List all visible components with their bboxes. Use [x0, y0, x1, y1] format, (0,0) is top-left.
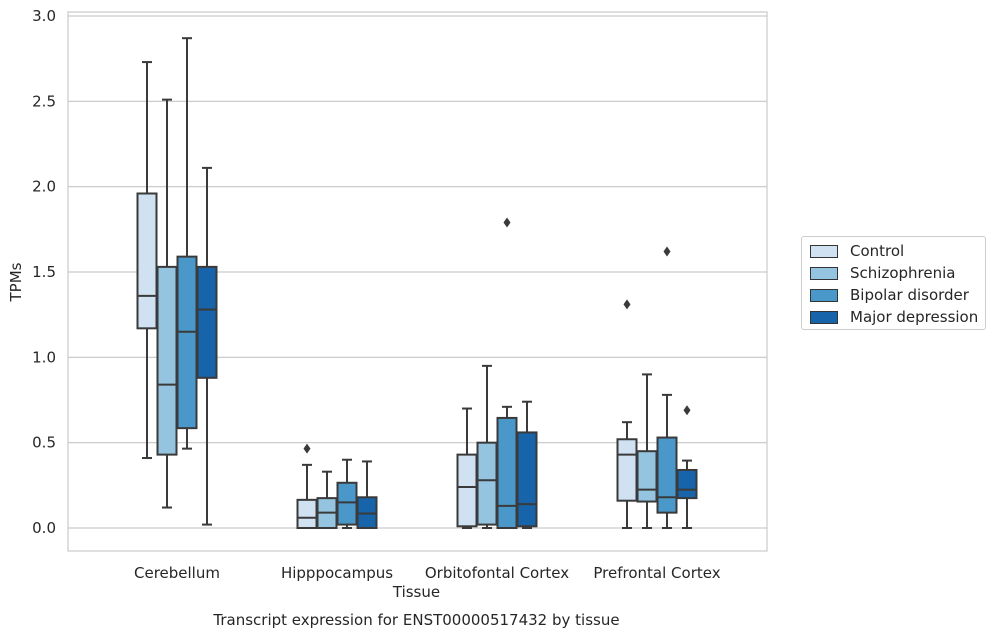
- box-iqr: [656, 436, 678, 514]
- box-major-depression: [516, 400, 538, 529]
- x-tick-label: Hipppocampus: [281, 564, 393, 582]
- legend: Control Schizophrenia Bipolar disorder M…: [801, 236, 986, 330]
- box-iqr: [176, 255, 198, 430]
- box-iqr: [196, 265, 218, 379]
- box-control: [456, 407, 478, 529]
- x-tick-label: Orbitofontal Cortex: [425, 564, 569, 582]
- box-iqr: [676, 468, 698, 500]
- box-major-depression: [196, 166, 218, 526]
- outlier-point: [503, 217, 511, 228]
- legend-label-major-depression: Major depression: [850, 308, 979, 326]
- chart-caption: Transcript expression for ENST0000051743…: [213, 611, 620, 629]
- legend-label-control: Control: [850, 242, 905, 260]
- box-iqr: [136, 192, 158, 330]
- box-major-depression: [356, 460, 378, 529]
- legend-item-control: Control: [810, 241, 904, 261]
- legend-swatch-major-depression: [810, 310, 838, 324]
- legend-swatch-control: [810, 244, 838, 258]
- box-iqr: [156, 265, 178, 456]
- box-iqr: [456, 453, 478, 528]
- box-series: [136, 37, 698, 530]
- box-schizophrenia: [636, 373, 658, 529]
- outlier-point: [623, 299, 631, 310]
- legend-item-schizophrenia: Schizophrenia: [810, 263, 955, 283]
- legend-swatch-schizophrenia: [810, 266, 838, 280]
- box-iqr: [476, 441, 498, 526]
- box-control: [136, 61, 158, 460]
- box-iqr: [336, 481, 358, 526]
- x-tick-label: Prefrontal Cortex: [593, 564, 720, 582]
- y-tick-label: 2.5: [32, 92, 56, 110]
- legend-label-bipolar-disorder: Bipolar disorder: [850, 286, 969, 304]
- y-tick-label: 2.0: [32, 178, 56, 196]
- box-iqr: [636, 450, 658, 503]
- y-tick-label: 0.5: [32, 434, 56, 452]
- outlier-point: [683, 405, 691, 416]
- y-tick-label: 3.0: [32, 7, 56, 25]
- legend-label-schizophrenia: Schizophrenia: [850, 264, 956, 282]
- outlier-point: [303, 443, 311, 454]
- x-axis-label: Tissue: [392, 583, 441, 601]
- y-axis-label: TPMs: [7, 262, 25, 302]
- box-iqr: [616, 438, 638, 502]
- y-tick-label: 1.0: [32, 348, 56, 366]
- box-control: [296, 443, 318, 529]
- legend-swatch-bipolar-disorder: [810, 288, 838, 302]
- outlier-point: [663, 246, 671, 257]
- y-tick-label: 0.0: [32, 519, 56, 537]
- y-axis-ticks: 0.0 0.5 1.0 1.5 2.0 2.5 3.0: [32, 7, 56, 537]
- legend-item-bipolar-disorder: Bipolar disorder: [810, 285, 969, 305]
- box-iqr: [516, 431, 538, 528]
- x-tick-label: Cerebellum: [134, 564, 220, 582]
- box-bipolar-disorder: [336, 458, 358, 529]
- y-tick-label: 1.5: [32, 263, 56, 281]
- legend-item-major-depression: Major depression: [810, 307, 978, 327]
- x-axis-ticks: Cerebellum Hipppocampus Orbitofontal Corte…: [134, 564, 721, 582]
- box-schizophrenia: [476, 364, 498, 529]
- box-iqr: [496, 416, 518, 530]
- box-iqr: [296, 498, 318, 529]
- box-major-depression: [676, 405, 698, 529]
- box-bipolar-disorder: [656, 246, 678, 529]
